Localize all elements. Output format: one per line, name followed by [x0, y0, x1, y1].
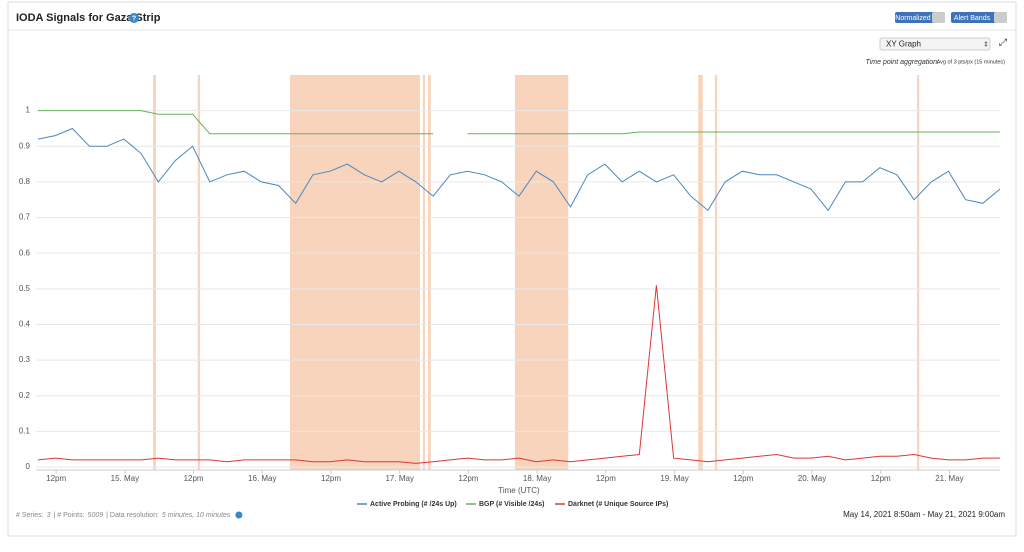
y-tick-label: 0.3: [19, 355, 31, 364]
x-tick-label: 12pm: [321, 474, 341, 483]
x-tick-label: 20. May: [798, 474, 826, 483]
legend-label[interactable]: Active Probing (# /24s Up): [370, 501, 457, 508]
alert-band: [714, 75, 718, 470]
help-glyph: ?: [132, 15, 136, 22]
alert-band: [197, 75, 201, 470]
x-tick-label: 12pm: [871, 474, 891, 483]
plot: 0 0.1 0.2 0.3 0.4 0.5 0.6 0.7 0.8 0.9 1 12pm 15. May…: [19, 75, 1001, 483]
help-icon[interactable]: [129, 13, 139, 23]
normalized-label: Normalized: [895, 15, 931, 22]
legend: Active Probing (# /24s Up) BGP (# Visible…: [357, 501, 668, 508]
alert-bands-button[interactable]: [951, 12, 1007, 23]
x-tick-label: 12pm: [596, 474, 616, 483]
stats-part: 5009: [88, 512, 104, 519]
x-tick-label: 12pm: [733, 474, 753, 483]
fullscreen-icon[interactable]: ⤢: [999, 38, 1007, 49]
toggle-knob: [932, 12, 945, 23]
x-tick-label: 18. May: [523, 474, 551, 483]
aggregation-label: Time point aggregation:: [866, 59, 940, 66]
stats-part: | Data resolution:: [106, 512, 159, 519]
panel: [7, 1, 1017, 537]
y-tick-label: 0.6: [19, 248, 31, 257]
stats-part: # Series:: [16, 512, 44, 519]
alert-band: [514, 75, 569, 470]
date-range: May 14, 2021 8:50am - May 21, 2021 9:00a…: [843, 510, 1005, 519]
x-tick-label: 15. May: [111, 474, 139, 483]
stats-text: # Series: 3 | # Points: 5009 | Data resoluti…: [16, 512, 231, 519]
legend-label[interactable]: BGP (# Visible /24s): [479, 501, 545, 508]
view-select[interactable]: [879, 37, 991, 51]
y-tick-label: 0.1: [19, 426, 31, 435]
alert-band: [289, 75, 420, 470]
y-tick-label: 0.5: [19, 284, 31, 293]
aggregation-value: Avg of 3 pts/px (15 minutes): [937, 59, 1006, 65]
stats-part: | # Points:: [54, 512, 85, 519]
x-axis-label: Time (UTC): [498, 486, 540, 495]
x-tick-label: 17. May: [385, 474, 413, 483]
x-tick-label: 12pm: [46, 474, 66, 483]
series-line: [37, 127, 1001, 212]
alert-band: [153, 75, 156, 470]
stats-part: 5 minutes, 10 minutes: [162, 512, 231, 519]
y-tick-label: 0.9: [19, 141, 31, 150]
stats-part: 3: [47, 512, 51, 519]
series-line: [37, 285, 1000, 464]
alert-band: [422, 75, 426, 470]
select-arrow: ⇕: [983, 40, 989, 48]
alert-band: [427, 75, 431, 470]
y-tick-label: 0: [26, 462, 31, 471]
legend-label[interactable]: Darknet (# Unique Source IPs): [568, 501, 668, 508]
toggle-knob: [994, 12, 1007, 23]
x-tick-label: 12pm: [458, 474, 478, 483]
alert-bands-label: Alert Bands: [954, 15, 991, 22]
alert-band: [916, 75, 920, 470]
title: IODA Signals for Gaza Strip: [16, 12, 161, 24]
y-tick-label: 0.7: [19, 213, 31, 222]
footer-stats: # Series: 3 | # Points: 5009 | Data resoluti…: [16, 511, 243, 519]
help-icon[interactable]: [235, 511, 243, 519]
series-line: [38, 110, 1000, 135]
x-tick-label: 21. May: [935, 474, 963, 483]
y-tick-label: 0.2: [19, 391, 31, 400]
alert-band: [698, 75, 703, 470]
x-tick-label: 19. May: [660, 474, 688, 483]
y-tick-label: 0.8: [19, 177, 31, 186]
y-tick-label: 0.4: [19, 320, 31, 329]
view-select-text: XY Graph: [886, 40, 921, 49]
x-tick-label: 12pm: [184, 474, 204, 483]
x-tick-label: 16. May: [248, 474, 276, 483]
y-tick-label: 1: [26, 106, 31, 115]
